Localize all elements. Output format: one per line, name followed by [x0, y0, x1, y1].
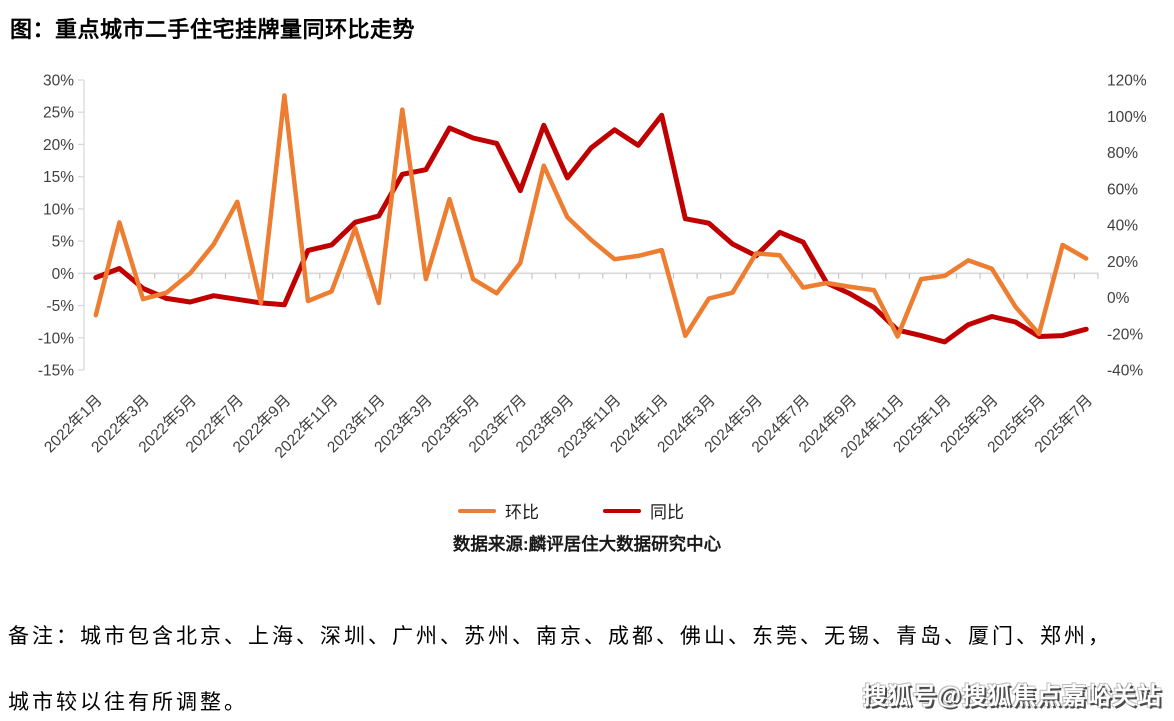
- watermark: 搜狐号@搜狐焦点嘉峪关站: [862, 683, 1162, 710]
- legend-item-yoy: 同比: [603, 498, 684, 523]
- y-axis-label-right: 40%: [1107, 218, 1138, 235]
- legend-label-mom: 环比: [505, 503, 539, 522]
- y-axis-label-left: 10%: [43, 201, 74, 218]
- y-axis-label-right: 20%: [1107, 254, 1138, 271]
- mom-line-swatch: [458, 508, 496, 513]
- y-axis-label-right: 60%: [1107, 181, 1138, 198]
- chart-title: 图：重点城市二手住宅挂牌量同环比走势: [10, 17, 416, 42]
- legend-item-mom: 环比: [458, 498, 539, 523]
- y-axis-label-right: 120%: [1107, 73, 1147, 90]
- mom-series-line: [93, 93, 1089, 339]
- y-axis-label-left: 5%: [52, 234, 75, 251]
- legend-label-yoy: 同比: [650, 503, 684, 522]
- y-axis-label-left: -15%: [38, 363, 74, 380]
- y-axis-label-left: -5%: [46, 298, 74, 315]
- chart-legend: 环比 同比: [0, 498, 1158, 523]
- footnote-line-2: 城市较以往有所调整。: [8, 690, 248, 714]
- y-axis-label-right: 80%: [1107, 145, 1138, 162]
- y-axis-label-right: 100%: [1107, 109, 1147, 126]
- trend-chart: 30% 25% 20% 15% 10% 5% 0% -5% -10% -15% 120% 100% 80…: [38, 73, 1147, 462]
- y-axis-label-left: 20%: [43, 137, 74, 154]
- y-axis-label-left: 15%: [43, 169, 74, 186]
- y-axis-label-left: 30%: [43, 73, 74, 90]
- y-axis-label-right: -20%: [1107, 326, 1143, 343]
- yoy-line-swatch: [603, 508, 641, 513]
- footnote-line-1: 备注：城市包含北京、上海、深圳、广州、苏州、南京、成都、佛山、东莞、无锡、青岛、…: [8, 624, 1112, 648]
- y-axis-label-left: -10%: [38, 330, 74, 347]
- y-axis-label-right: -40%: [1107, 363, 1143, 380]
- data-source-caption: 数据来源:麟评居住大数据研究中心: [452, 534, 722, 554]
- y-axis-label-left: 0%: [52, 266, 75, 283]
- y-axis-label-right: 0%: [1107, 290, 1130, 307]
- y-axis-label-left: 25%: [43, 105, 74, 122]
